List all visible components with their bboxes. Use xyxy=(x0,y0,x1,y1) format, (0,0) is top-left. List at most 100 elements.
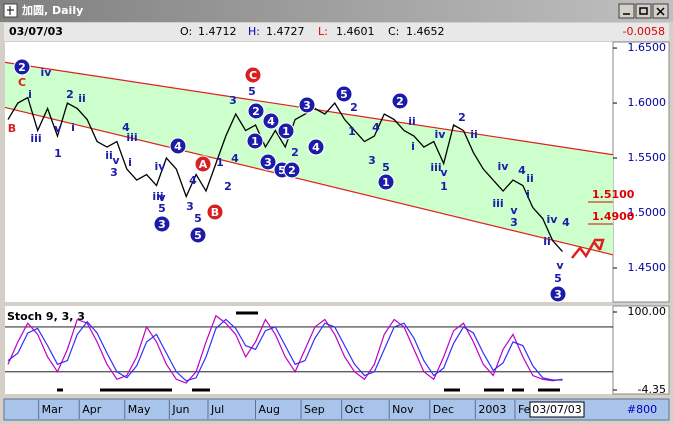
wave-circle xyxy=(247,102,265,120)
x-tick-label: Oct xyxy=(345,403,365,416)
wave-label: v xyxy=(510,204,518,217)
wave-label: 5 xyxy=(194,229,202,242)
wave-label: 2 xyxy=(396,95,404,108)
wave-label: 1 xyxy=(282,125,290,138)
y-tick-label: 1.5500 xyxy=(628,151,667,164)
wave-label: 4 xyxy=(267,115,275,128)
wave-label: 4 xyxy=(231,152,239,165)
wave-label: iii xyxy=(126,131,137,144)
wave-label: 3 xyxy=(554,288,562,301)
x-tick-label: Jul xyxy=(210,403,224,416)
wave-label: 3 xyxy=(110,166,118,179)
field-value: 1.4652 xyxy=(406,25,445,38)
price-axis xyxy=(612,41,670,303)
wave-label: 1 xyxy=(251,135,259,148)
wave-circle xyxy=(206,203,224,221)
wave-label: iv xyxy=(41,66,53,79)
wave-label: i xyxy=(71,121,75,134)
stoch-markers xyxy=(57,311,560,392)
bar-count: #800 xyxy=(627,403,657,416)
wave-label: v xyxy=(54,122,62,135)
wave-label: iv xyxy=(498,160,510,173)
y-tick-label: 100.00 xyxy=(628,305,667,318)
maximize-button[interactable] xyxy=(635,3,652,19)
stoch-line xyxy=(7,314,563,384)
wave-label: 1 xyxy=(440,180,448,193)
window-buttons[interactable] xyxy=(618,3,669,19)
wave-label: iii xyxy=(30,132,41,145)
wave-label: i xyxy=(411,140,415,153)
wave-circle xyxy=(307,138,325,156)
wave-label: B xyxy=(211,206,219,219)
wave-label: 5 xyxy=(340,88,348,101)
wave-label: ii xyxy=(105,149,113,162)
price-line xyxy=(7,96,563,252)
wave-label: ii xyxy=(526,172,534,185)
title-bar xyxy=(0,0,673,22)
wave-label: v xyxy=(158,191,166,204)
wave-label: 5 xyxy=(554,272,562,285)
wave-circle xyxy=(335,85,353,103)
wave-circle xyxy=(169,137,187,155)
wave-label: A xyxy=(199,158,208,171)
wave-circle xyxy=(283,161,301,179)
wave-label: iii xyxy=(152,190,163,203)
wave-label: ii xyxy=(543,235,551,248)
minimize-button[interactable] xyxy=(618,3,635,19)
x-tick-label: Apr xyxy=(82,403,102,416)
wave-label: 1 xyxy=(54,147,62,160)
wave-label: 5 xyxy=(194,212,202,225)
wave-circle xyxy=(194,155,212,173)
stoch-title: Stoch 9, 3, 3 xyxy=(7,310,85,323)
wave-circle xyxy=(189,226,207,244)
wave-label: 3 xyxy=(229,94,237,107)
wave-label: 5 xyxy=(248,85,256,98)
wave-circle xyxy=(259,153,277,171)
wave-label: 2 xyxy=(458,111,466,124)
window-icon-glyph xyxy=(7,6,14,15)
wave-label: 2 xyxy=(288,164,296,177)
wave-label: i xyxy=(128,156,132,169)
wave-label: C xyxy=(249,69,257,82)
wave-circle xyxy=(549,285,567,303)
wave-label: C xyxy=(18,76,26,89)
wave-label: v xyxy=(440,166,448,179)
field-value: 1.4601 xyxy=(336,25,375,38)
wave-label: ii xyxy=(408,115,416,128)
x-tick-label: 2003 xyxy=(478,403,506,416)
wave-label: 4 xyxy=(562,216,570,229)
wave-label: 4 xyxy=(518,164,526,177)
field-label: C: xyxy=(388,25,399,38)
wave-label: 1 xyxy=(348,125,356,138)
x-tick-label: Nov xyxy=(392,403,414,416)
x-tick-label: Aug xyxy=(258,403,279,416)
wave-label: 2 xyxy=(252,105,260,118)
wave-label: 4 xyxy=(189,174,197,187)
channel-fill xyxy=(5,62,613,255)
wave-label: 2 xyxy=(66,88,74,101)
stoch-line xyxy=(7,318,563,382)
wave-circle xyxy=(298,96,316,114)
header: 03/07/03 O: 1.4712 H: 1.4727 L: 1.4601 C: 1.4652… xyxy=(9,25,665,38)
plots: 1.6500 1.6000 1.5500 1.5000 1.4500 Mar Apr May J… xyxy=(4,41,667,419)
stoch-axis xyxy=(612,305,670,395)
wave-circle xyxy=(153,215,171,233)
y-tick-label: 1.6500 xyxy=(628,41,667,54)
change: -0.0058 xyxy=(623,25,665,38)
wave-label: 4 xyxy=(122,121,130,134)
y-tick-label: 1.6000 xyxy=(628,96,667,109)
x-tick-label: Fe xyxy=(518,403,531,416)
wave-label: 1 xyxy=(382,176,390,189)
y-tick-label: 1.4500 xyxy=(628,261,667,274)
y-tick-label: -4.35 xyxy=(638,383,666,396)
projection-arrow xyxy=(571,238,605,259)
wave-label: 1 xyxy=(216,156,224,169)
wave-label: ii xyxy=(78,92,86,105)
wave-label: i xyxy=(28,88,32,101)
wave-label: 4 xyxy=(312,141,320,154)
wave-circle xyxy=(246,132,264,150)
wave-label: 4 xyxy=(372,121,380,134)
x-tick-label: Dec xyxy=(433,403,454,416)
wave-circle xyxy=(277,122,295,140)
